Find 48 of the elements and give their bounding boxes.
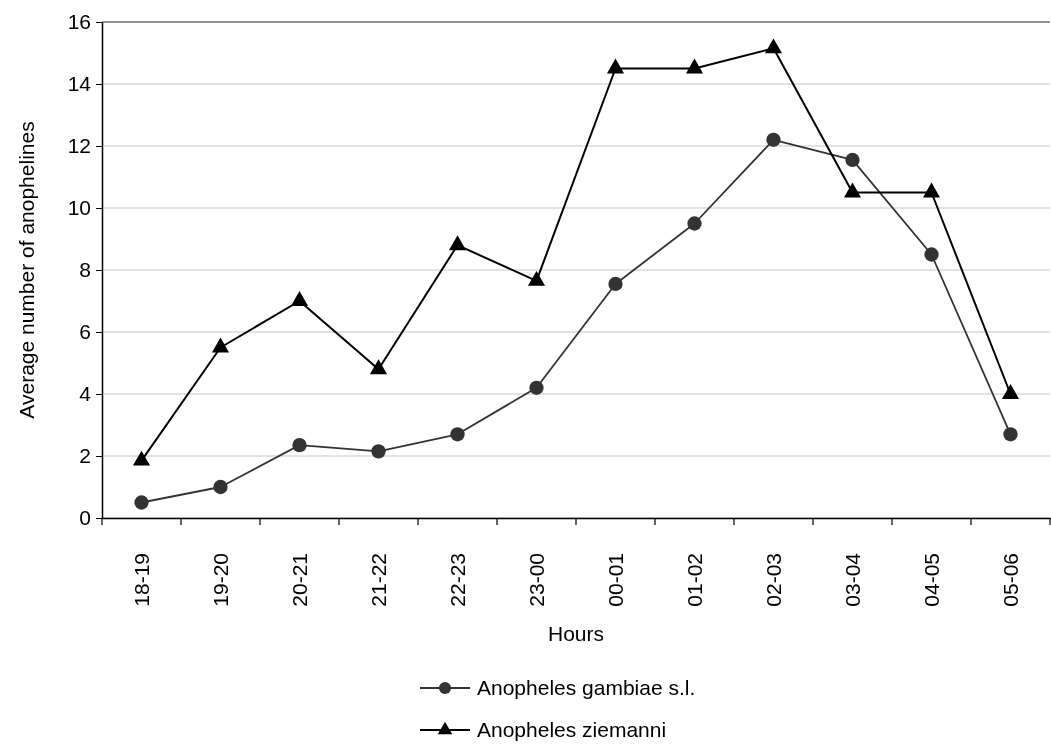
x-tick-label: 22-23	[445, 553, 469, 607]
point	[606, 58, 625, 74]
point	[448, 235, 467, 251]
legend-label: Anopheles ziemanni	[477, 718, 667, 742]
x-tick-label: 01-02	[682, 553, 706, 607]
x-tick-label: 21-22	[366, 553, 390, 607]
point	[213, 479, 228, 495]
x-tick-label: 20-21	[287, 553, 311, 607]
point	[1003, 427, 1018, 442]
y-axis-title: Average number of anophelines	[15, 121, 38, 419]
point	[845, 152, 860, 168]
point	[371, 444, 386, 459]
y-tick-label: 12	[67, 134, 91, 158]
point	[687, 216, 702, 231]
point	[608, 276, 623, 292]
y-tick-label: 6	[79, 320, 91, 344]
x-tick-label: 04-05	[919, 553, 943, 607]
y-tick-label: 0	[79, 506, 91, 530]
point	[1001, 384, 1020, 399]
y-tick-label: 16	[67, 10, 91, 34]
point	[134, 495, 149, 510]
point	[292, 438, 307, 453]
point	[211, 337, 230, 353]
point	[369, 359, 388, 375]
point	[529, 380, 544, 395]
x-tick-label: 02-03	[761, 553, 785, 607]
point	[764, 38, 783, 54]
point	[766, 132, 781, 147]
point	[450, 427, 465, 442]
x-tick-label: 18-19	[129, 553, 153, 607]
point	[843, 182, 862, 198]
x-tick-label: 23-00	[524, 553, 548, 607]
y-tick-label: 14	[67, 72, 92, 96]
point	[527, 270, 546, 286]
legend-label: Anopheles gambiae s.l.	[477, 676, 696, 700]
point	[924, 247, 939, 262]
x-tick-label: 05-06	[998, 553, 1022, 607]
y-tick-label: 4	[79, 382, 92, 406]
point	[922, 182, 941, 198]
x-tick-label: 03-04	[840, 552, 864, 607]
y-tick-label: 2	[79, 444, 91, 468]
point	[290, 291, 309, 306]
y-tick-label: 10	[67, 196, 91, 220]
x-tick-label: 19-20	[208, 553, 232, 607]
point	[685, 58, 704, 74]
x-axis-title: Hours	[547, 622, 605, 645]
x-tick-label: 00-01	[603, 553, 627, 607]
y-tick-label: 8	[79, 258, 91, 282]
